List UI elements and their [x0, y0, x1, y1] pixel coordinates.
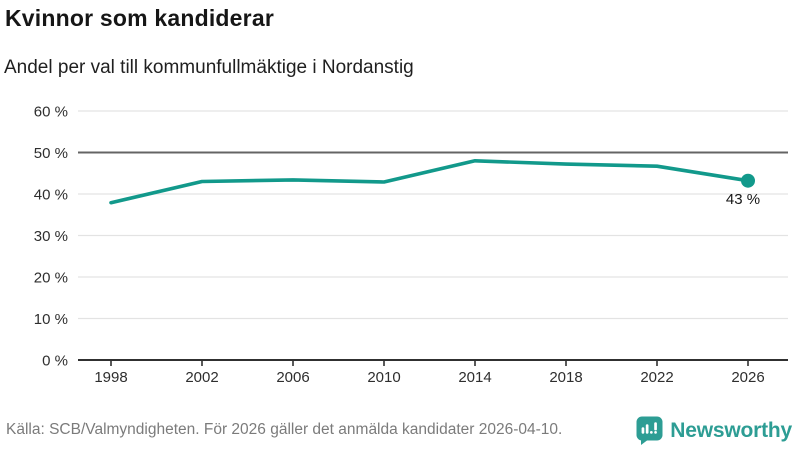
data-line — [109, 159, 750, 205]
chart-y-axis-labels: 0 % 10 % 20 % 30 % 40 % 50 % 60 % — [34, 104, 68, 370]
y-tick-label: 50 % — [34, 145, 68, 162]
chart-gridlines — [78, 110, 788, 361]
x-tick-label: 1998 — [94, 369, 127, 386]
y-tick-label: 30 % — [34, 228, 68, 245]
y-tick-label: 60 % — [34, 104, 68, 121]
y-tick-label: 40 % — [34, 187, 68, 204]
chart-subtitle: Andel per val till kommunfullmäktige i N… — [4, 57, 414, 78]
newsworthy-wordmark: Newsworthy — [670, 418, 792, 442]
chart-series: 43 % — [109, 159, 760, 208]
x-tick-label: 2026 — [731, 369, 764, 386]
y-tick-label: 0 % — [42, 353, 68, 370]
x-tick-label: 2010 — [367, 369, 400, 386]
x-tick-label: 2018 — [549, 369, 582, 386]
x-tick-label: 2022 — [640, 369, 673, 386]
source-note: Källa: SCB/Valmyndigheten. För 2026 gäll… — [6, 421, 563, 438]
chart-x-axis: 1998 2002 2006 2010 2014 2018 2022 2026 — [94, 360, 765, 386]
newsworthy-icon — [636, 416, 663, 445]
last-point-marker — [741, 173, 755, 188]
chart-title: Kvinnor som kandiderar — [5, 5, 274, 31]
x-tick-label: 2014 — [458, 369, 491, 386]
x-tick-label: 2006 — [276, 369, 309, 386]
line-chart: 0 % 10 % 20 % 30 % 40 % 50 % 60 % 1998 2002 2006… — [34, 104, 788, 386]
y-tick-label: 10 % — [34, 311, 68, 328]
last-point-value-label: 43 % — [726, 191, 760, 208]
newsworthy-logo[interactable]: Newsworthy — [636, 416, 792, 445]
x-tick-label: 2002 — [185, 369, 218, 386]
y-tick-label: 20 % — [34, 270, 68, 287]
